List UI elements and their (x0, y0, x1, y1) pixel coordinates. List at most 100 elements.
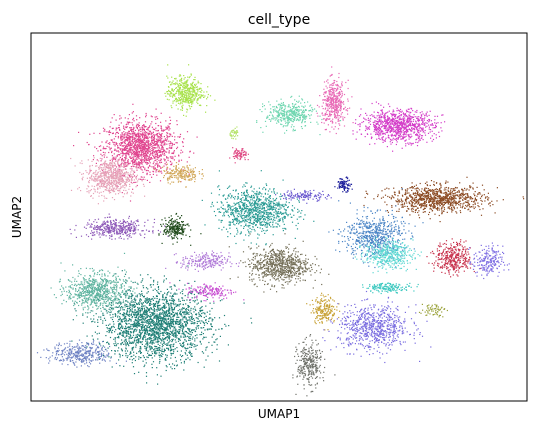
scatter-point (152, 152, 154, 155)
scatter-point (130, 220, 132, 222)
scatter-point (134, 312, 136, 314)
scatter-point (156, 143, 158, 145)
scatter-point (163, 136, 165, 138)
scatter-point (163, 281, 165, 283)
scatter-point (170, 157, 172, 159)
scatter-point (109, 182, 111, 184)
scatter-point (150, 152, 152, 154)
scatter-point (205, 305, 207, 307)
scatter-point (109, 180, 111, 182)
scatter-point (234, 127, 236, 129)
scatter-point (106, 221, 108, 223)
scatter-point (124, 162, 126, 164)
scatter-point (169, 324, 171, 326)
scatter-point (133, 162, 135, 164)
scatter-point (168, 230, 170, 232)
scatter-point (210, 323, 212, 325)
scatter-point (128, 289, 130, 291)
scatter-point (138, 162, 141, 164)
scatter-point (236, 151, 238, 153)
scatter-point (103, 168, 105, 170)
scatter-point (103, 166, 105, 168)
scatter-point (87, 235, 90, 238)
scatter-point (162, 344, 164, 347)
scatter-point (106, 225, 108, 227)
scatter-point (156, 153, 159, 155)
scatter-point (81, 173, 83, 175)
scatter-point (124, 342, 126, 344)
scatter-point (145, 340, 147, 342)
scatter-point (181, 228, 183, 230)
scatter-point (137, 148, 139, 150)
scatter-point (132, 342, 134, 344)
scatter-point (111, 150, 113, 152)
scatter-point (168, 221, 170, 223)
scatter-point (154, 334, 156, 336)
scatter-point (109, 142, 111, 144)
scatter-point (147, 341, 149, 343)
scatter-point (168, 90, 170, 92)
scatter-point (97, 171, 99, 173)
scatter-point (118, 175, 120, 177)
scatter-point (124, 168, 126, 170)
scatter-point (184, 95, 186, 97)
scatter-point (120, 223, 122, 225)
scatter-point (171, 95, 173, 97)
scatter-point (180, 359, 182, 361)
scatter-point (135, 324, 137, 326)
scatter-point (119, 118, 121, 120)
scatter-point (143, 153, 145, 156)
scatter-point (188, 306, 190, 308)
scatter-point (117, 150, 119, 152)
scatter-point (134, 134, 137, 136)
scatter-point (102, 171, 104, 174)
scatter-point (189, 90, 191, 92)
scatter-point (141, 153, 143, 155)
scatter-point (186, 354, 188, 356)
scatter-point (148, 126, 150, 128)
scatter-point (149, 147, 151, 149)
scatter-point (195, 83, 197, 85)
scatter-point (196, 92, 198, 94)
scatter-point (160, 140, 162, 142)
scatter-point (126, 231, 129, 233)
scatter-point (178, 332, 180, 335)
scatter-point (121, 150, 123, 152)
scatter-point (160, 150, 162, 152)
scatter-point (147, 299, 149, 301)
scatter-point (103, 195, 105, 197)
scatter-point (176, 82, 178, 84)
scatter-point (105, 166, 107, 169)
scatter-point (193, 171, 195, 173)
scatter-point (137, 340, 139, 342)
scatter-point (147, 142, 149, 144)
scatter-point (156, 168, 158, 171)
scatter-point (108, 131, 110, 133)
scatter-point (173, 143, 175, 145)
scatter-point (174, 348, 176, 350)
scatter-point (114, 168, 116, 170)
scatter-point (116, 180, 118, 182)
scatter-point (110, 170, 112, 172)
scatter-point (109, 230, 111, 232)
scatter-point (198, 312, 200, 314)
scatter-point (194, 95, 196, 97)
scatter-point (178, 94, 180, 96)
scatter-point (147, 166, 149, 168)
scatter-point (120, 237, 122, 239)
scatter-point (129, 176, 131, 178)
scatter-point (135, 151, 137, 154)
scatter-point (145, 316, 147, 318)
scatter-point (172, 228, 174, 230)
scatter-point (162, 147, 164, 149)
scatter-point (173, 89, 175, 91)
scatter-point (155, 329, 157, 331)
scatter-point (143, 148, 145, 150)
scatter-point (176, 90, 178, 92)
scatter-point (171, 331, 173, 333)
scatter-point (121, 334, 123, 336)
scatter-point (133, 145, 135, 148)
scatter-point (180, 232, 182, 234)
scatter-point (142, 139, 144, 141)
scatter-point (124, 163, 126, 165)
